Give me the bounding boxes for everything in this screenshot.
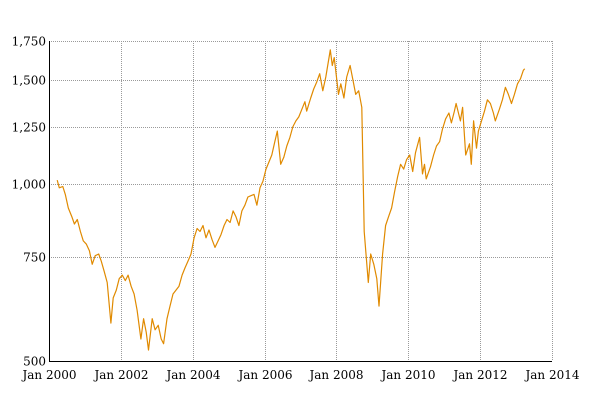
x-tick-label: Jan 2000 (20, 368, 76, 382)
grid-lines (49, 41, 553, 361)
y-tick-label: 1,250 (12, 121, 46, 135)
y-tick-label: 750 (23, 251, 46, 265)
x-tick-label: Jan 2008 (307, 368, 363, 382)
y-tick-label: 1,500 (12, 74, 46, 88)
y-tick-label: 500 (23, 355, 46, 369)
x-tick-label: Jan 2004 (164, 368, 220, 382)
y-tick-labels: 500 750 1,000 1,250 1,500 1,750 (12, 35, 46, 369)
x-tick-label: Jan 2014 (523, 368, 579, 382)
x-tick-label: Jan 2010 (379, 368, 435, 382)
y-tick-label: 1,000 (12, 178, 46, 192)
x-tick-labels: Jan 2000 Jan 2002 Jan 2004 Jan 2006 Jan 2008… (20, 368, 579, 382)
series-line (56, 49, 526, 351)
series-layer (56, 49, 526, 351)
x-tick-label: Jan 2006 (236, 368, 292, 382)
y-tick-label: 1,750 (12, 35, 46, 49)
x-tick-label: Jan 2012 (451, 368, 507, 382)
x-tick-label: Jan 2002 (92, 368, 148, 382)
axes (49, 41, 552, 362)
